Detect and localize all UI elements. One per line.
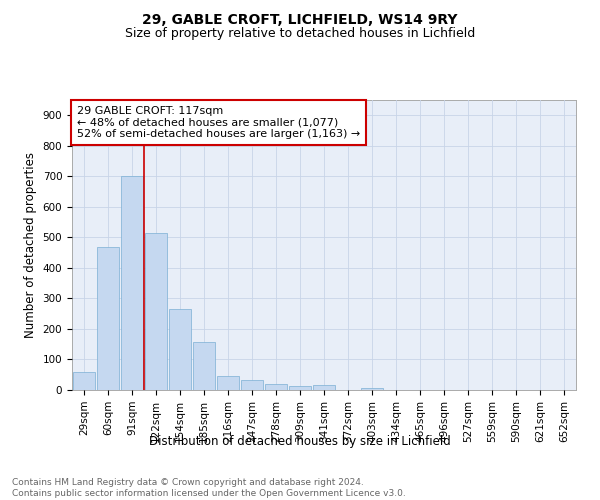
Text: 29 GABLE CROFT: 117sqm
← 48% of detached houses are smaller (1,077)
52% of semi-: 29 GABLE CROFT: 117sqm ← 48% of detached… — [77, 106, 360, 139]
Text: Contains HM Land Registry data © Crown copyright and database right 2024.
Contai: Contains HM Land Registry data © Crown c… — [12, 478, 406, 498]
Bar — [169, 309, 191, 390]
Y-axis label: Number of detached properties: Number of detached properties — [24, 152, 37, 338]
Bar — [193, 342, 215, 390]
Bar — [313, 386, 335, 390]
Bar — [217, 376, 239, 390]
Bar — [241, 380, 263, 390]
Text: 29, GABLE CROFT, LICHFIELD, WS14 9RY: 29, GABLE CROFT, LICHFIELD, WS14 9RY — [142, 12, 458, 26]
Bar — [145, 233, 167, 390]
Bar — [265, 384, 287, 390]
Bar — [289, 386, 311, 390]
Bar — [361, 388, 383, 390]
Text: Distribution of detached houses by size in Lichfield: Distribution of detached houses by size … — [149, 434, 451, 448]
Bar — [121, 176, 143, 390]
Bar — [73, 372, 95, 390]
Bar — [97, 246, 119, 390]
Text: Size of property relative to detached houses in Lichfield: Size of property relative to detached ho… — [125, 28, 475, 40]
